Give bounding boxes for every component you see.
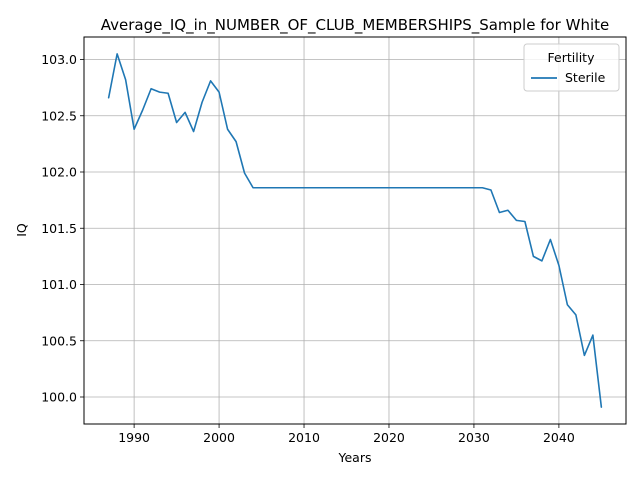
y-axis-label: IQ (14, 223, 29, 237)
chart-title: Average_IQ_in_NUMBER_OF_CLUB_MEMBERSHIPS… (101, 16, 609, 35)
y-tick-label: 102.0 (41, 165, 77, 180)
series-layer (107, 53, 603, 408)
x-tick-label: 1990 (118, 430, 150, 445)
y-tick-label: 100.5 (41, 333, 77, 348)
x-tick-label: 2040 (543, 430, 575, 445)
y-tick-label: 101.5 (41, 221, 77, 236)
legend: Fertility Sterile (523, 43, 620, 92)
x-tick-label: 2000 (203, 430, 235, 445)
x-axis-label: Years (338, 450, 372, 465)
x-tick-label: 2010 (288, 430, 320, 445)
y-tick-label: 103.0 (41, 52, 77, 67)
y-axis: 100.0 100.5 101.0 101.5 102.0 102.5 103.0 (41, 52, 84, 405)
y-tick-label: 100.0 (41, 390, 77, 405)
x-tick-label: 2030 (458, 430, 490, 445)
legend-box (523, 43, 620, 92)
legend-label-sterile: Sterile (565, 70, 606, 85)
y-tick-label: 102.5 (41, 108, 77, 123)
x-tick-label: 2020 (373, 430, 405, 445)
x-axis: 1990 2000 2010 2020 2030 2040 (118, 424, 575, 445)
plot-frame (83, 36, 627, 425)
y-tick-label: 101.0 (41, 277, 77, 292)
legend-title: Fertility (548, 50, 596, 65)
series-line-sterile (107, 53, 603, 408)
grid (84, 37, 626, 424)
